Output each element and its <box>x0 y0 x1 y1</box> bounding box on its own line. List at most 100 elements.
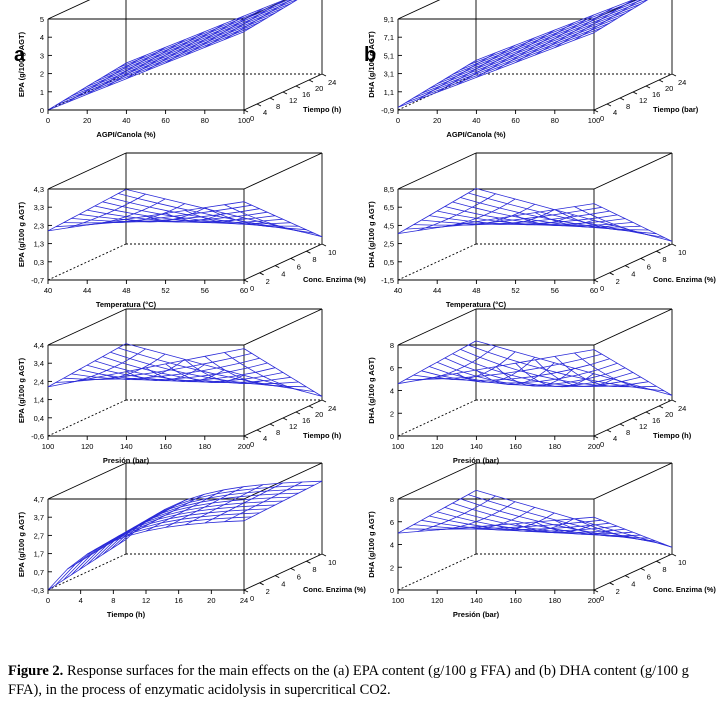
surface-mesh-line <box>224 0 291 40</box>
y-tick-label: 6 <box>297 572 301 581</box>
y-tick-label: 2 <box>616 277 620 286</box>
y-tick <box>640 257 646 261</box>
surface-mesh-line <box>460 197 657 235</box>
box-edge <box>397 553 477 591</box>
surface-mesh-line <box>574 352 653 391</box>
x-axis-label: Temperatura (°C) <box>96 300 157 309</box>
surface-mesh-line <box>444 3 641 80</box>
z-tick-label: 5 <box>40 15 44 24</box>
surface-mesh-line <box>224 481 303 523</box>
surface-mesh-line <box>165 213 244 224</box>
box-edge <box>243 0 287 20</box>
surface-mesh-line <box>475 340 673 396</box>
box-edge <box>47 308 127 346</box>
surface-mesh-line <box>94 496 291 560</box>
z-tick-label: 4,5 <box>384 221 394 230</box>
box-edge <box>593 152 673 190</box>
surface-mesh-line <box>397 60 477 108</box>
y-tick <box>274 575 280 579</box>
y-tick-label: 0 <box>600 114 604 123</box>
surface-mesh-line <box>468 494 665 545</box>
y-tick <box>593 109 599 113</box>
y-tick-label: 4 <box>263 434 267 443</box>
z-tick-label: 4,3 <box>34 185 44 194</box>
y-tick-label: 24 <box>328 404 336 413</box>
surface-mesh-line <box>243 0 298 33</box>
box-edge <box>593 553 673 591</box>
surface-mesh-line <box>574 0 641 41</box>
y-tick <box>269 97 275 101</box>
z-tick-label: 2,4 <box>34 377 44 386</box>
y-tick <box>243 109 249 113</box>
y-axis-label: Conc. Enzima (%) <box>653 275 716 284</box>
box-edge <box>243 308 323 346</box>
surface-mesh-line <box>184 359 264 384</box>
y-tick-label: 8 <box>626 102 630 111</box>
surface-mesh-line <box>117 484 315 545</box>
y-tick <box>609 272 614 276</box>
y-tick <box>645 85 651 89</box>
surface-mesh-line <box>574 206 653 237</box>
surface-mesh-line <box>47 520 245 591</box>
z-axis-label: DHA (g/100 g AGT) <box>367 357 376 424</box>
z-axis-label: EPA (g/100 g AGT) <box>17 201 26 267</box>
y-tick <box>308 405 314 409</box>
x-tick-label: 48 <box>122 286 130 295</box>
y-tick <box>632 417 638 421</box>
surface-mesh-line <box>86 500 284 565</box>
z-tick-label: 4 <box>40 33 44 42</box>
surface-chart-b-1: -0,9 1,1 3,1 5,1 7,1 9,1 DHA (g/100 g AGT) 0 20 4… <box>367 0 699 139</box>
y-tick <box>321 553 327 557</box>
surface-mesh-line <box>204 482 283 524</box>
box-edge <box>47 152 127 190</box>
box-edge <box>47 462 127 500</box>
surface-mesh-line <box>460 498 657 542</box>
surface-mesh-line <box>436 8 634 85</box>
x-tick-label: 100 <box>392 442 405 451</box>
x-tick-label: 0 <box>396 116 400 125</box>
figure-caption: Figure 2. Response surfaces for the main… <box>8 662 708 700</box>
z-tick-label: 4,4 <box>34 341 44 350</box>
surface-mesh-line <box>125 343 323 397</box>
z-tick-label: -0,6 <box>31 432 44 441</box>
y-tick <box>290 567 296 571</box>
x-tick-label: 16 <box>174 596 182 605</box>
y-tick-label: 0 <box>250 114 254 123</box>
y-tick <box>321 399 327 403</box>
surface-mesh-line <box>102 492 299 555</box>
y-tick <box>243 279 249 283</box>
z-axis-label: DHA (g/100 g AGT) <box>367 201 376 268</box>
x-tick-label: 44 <box>433 286 441 295</box>
z-axis-label: DHA (g/100 g AGT) <box>367 511 376 578</box>
x-tick-label: 160 <box>509 596 522 605</box>
surface-mesh-line <box>118 0 289 69</box>
y-tick <box>671 553 677 557</box>
x-tick-label: 140 <box>470 596 483 605</box>
z-tick-label: 0,7 <box>34 568 44 577</box>
y-tick-label: 16 <box>302 416 310 425</box>
z-tick-label: 6 <box>390 364 394 373</box>
y-tick <box>321 73 327 77</box>
x-axis-label: Temperatura (°C) <box>446 300 507 309</box>
x-tick-label: 0 <box>46 116 50 125</box>
surface-mesh-line <box>125 480 323 540</box>
y-tick-label: 4 <box>613 434 617 443</box>
box-edge <box>397 399 477 437</box>
y-tick-label: 6 <box>647 572 651 581</box>
y-tick <box>671 73 677 77</box>
panel-a-letter: a <box>14 44 26 66</box>
y-tick <box>656 250 661 254</box>
surface-mesh-line <box>593 203 673 242</box>
y-tick-label: 12 <box>289 96 297 105</box>
surface-mesh-line <box>204 0 284 48</box>
z-tick-label: 6 <box>390 518 394 527</box>
z-tick-label: 1,7 <box>34 550 44 559</box>
surface-mesh-line <box>185 484 264 526</box>
y-tick <box>624 265 630 269</box>
x-tick-label: 80 <box>201 116 209 125</box>
y-tick <box>619 423 625 427</box>
y-tick <box>645 411 651 415</box>
